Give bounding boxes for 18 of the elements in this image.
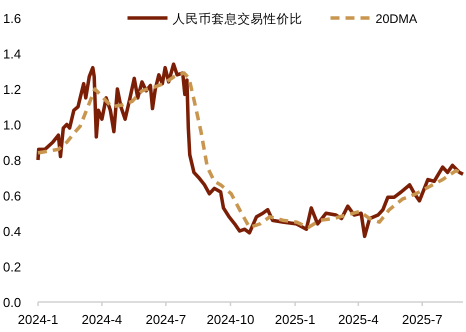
- x-tick-label: 2024-4: [82, 312, 122, 327]
- x-tick-label: 2024-1: [18, 312, 58, 327]
- y-tick-label: 0.4: [3, 224, 22, 239]
- x-tick-label: 2024-7: [146, 312, 186, 327]
- y-tick-label: 1.2: [3, 82, 22, 97]
- legend-label: 20DMA: [376, 12, 418, 26]
- y-tick-label: 1.4: [3, 46, 22, 62]
- y-tick-label: 0.2: [3, 260, 22, 274]
- y-tick-label: 0.8: [3, 153, 22, 168]
- x-tick-label: 2025-4: [338, 312, 379, 327]
- x-tick-label: 2024-10: [206, 312, 254, 327]
- y-tick-label: 0.0: [3, 295, 22, 310]
- x-tick-label: 2025-1: [274, 312, 316, 327]
- legend-label: 人民币套息交易性价比: [172, 11, 302, 26]
- y-tick-label: 1.0: [3, 118, 22, 132]
- y-tick-label: 1.6: [3, 11, 22, 26]
- x-tick-label: 2025-7: [402, 312, 442, 327]
- y-tick-label: 0.6: [3, 188, 22, 204]
